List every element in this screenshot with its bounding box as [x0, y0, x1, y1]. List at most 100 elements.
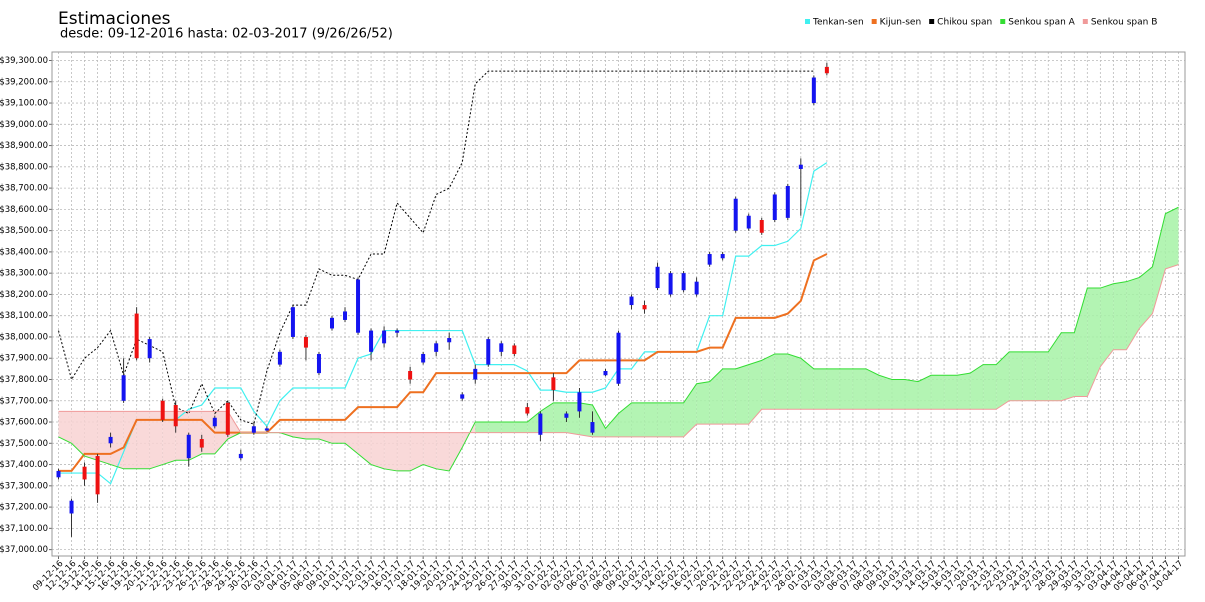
candle-body: [590, 422, 595, 433]
cloud-fill: [631, 402, 645, 437]
y-tick-label: $37,200.00: [0, 503, 48, 513]
y-tick-label: $37,400.00: [0, 460, 48, 470]
cloud-fill: [162, 411, 176, 465]
cloud-fill: [136, 411, 150, 469]
y-tick-label: $38,400.00: [0, 247, 48, 257]
candle-body: [811, 77, 816, 104]
candle-body: [772, 194, 777, 220]
candle-body: [382, 330, 387, 344]
candle-body: [238, 453, 243, 459]
candle-body: [785, 185, 790, 218]
candle-body: [82, 466, 87, 480]
cloud-fill: [800, 358, 814, 410]
cloud-fill: [358, 432, 372, 465]
candle-body: [564, 413, 569, 418]
candle-body: [681, 273, 686, 291]
candle-body: [577, 392, 582, 412]
cloud-fill: [449, 432, 463, 471]
cloud-fill: [1074, 288, 1088, 397]
cloud-fill: [709, 368, 723, 425]
cloud-fill: [1152, 213, 1166, 314]
cloud-fill: [657, 402, 671, 437]
y-tick-label: $37,000.00: [0, 545, 48, 555]
candle-body: [642, 305, 647, 310]
candle-body: [694, 281, 699, 295]
cloud-fill: [527, 411, 541, 433]
y-tick-label: $39,300.00: [0, 56, 48, 66]
y-tick-label: $37,900.00: [0, 354, 48, 364]
cloud-fill: [579, 402, 593, 437]
cloud-fill: [774, 353, 788, 410]
candle-body: [199, 439, 204, 448]
cloud-fill: [983, 364, 997, 410]
candle-body: [251, 426, 256, 433]
candle-body: [798, 164, 803, 169]
legend-swatch: [1082, 19, 1088, 24]
candle-body: [551, 377, 556, 391]
cloud-fill: [944, 375, 958, 410]
candle-body: [160, 400, 165, 420]
cloud-fill: [331, 432, 346, 444]
cloud-fill: [371, 432, 385, 469]
y-tick-label: $38,700.00: [0, 184, 48, 194]
candle-body: [395, 330, 400, 333]
chart-title: Estimaciones: [58, 9, 171, 29]
cloud-fill: [540, 402, 554, 433]
legend-swatch: [1000, 19, 1006, 24]
cloud-fill: [761, 353, 775, 410]
candle-body: [303, 336, 308, 348]
cloud-fill: [722, 368, 736, 425]
candle-body: [759, 220, 764, 233]
cloud-fill: [423, 432, 437, 469]
y-tick-label: $39,200.00: [0, 77, 48, 87]
cloud-fill: [1165, 207, 1179, 269]
cloud-fill: [305, 432, 319, 440]
cloud-fill: [683, 383, 697, 437]
candle-body: [629, 296, 634, 306]
y-tick-label: $38,200.00: [0, 290, 48, 300]
cloud-fill: [813, 368, 827, 410]
lines: [58, 70, 1179, 485]
cloud-fill: [553, 402, 567, 433]
candle-body: [134, 313, 139, 359]
candle-body: [525, 407, 530, 414]
cloud-fill: [1022, 351, 1036, 401]
cloud-fill: [826, 368, 840, 410]
cloud-fill: [566, 402, 580, 435]
cloud-fill: [787, 353, 801, 410]
y-tick-label: $39,100.00: [0, 99, 48, 109]
candle-body: [655, 266, 660, 289]
candle-body: [95, 456, 100, 495]
cloud-fill: [318, 432, 332, 444]
series-line: [58, 253, 828, 472]
cloud-fill: [878, 375, 892, 410]
cloud-fill: [345, 432, 359, 454]
grid: [52, 52, 1185, 556]
legend-label: Senkou span A: [1008, 18, 1075, 28]
cloud-fill: [501, 422, 515, 433]
candle-body: [460, 394, 465, 399]
candle-body: [56, 470, 61, 478]
candle-body: [408, 370, 413, 380]
cloud-fill: [514, 422, 528, 433]
candle-body: [329, 317, 334, 329]
y-tick-label: $37,700.00: [0, 396, 48, 406]
candle-body: [212, 417, 217, 427]
y-tick-label: $37,300.00: [0, 481, 48, 491]
candle-body: [447, 338, 452, 343]
cloud-fill: [1035, 351, 1049, 401]
cloud-fill: [149, 411, 163, 469]
legend: Tenkan-sen Kijun-sen Chikou span Senkou spa…: [805, 18, 1157, 28]
legend-swatch: [871, 19, 877, 24]
candle-body: [746, 215, 751, 229]
cloud-fill: [1139, 266, 1153, 329]
cloud-fill: [605, 413, 619, 437]
cloud-fill: [384, 432, 398, 471]
cloud-fill: [891, 379, 906, 410]
chart-subtitle: desde: 09-12-2016 hasta: 02-03-2017 (9/2…: [60, 27, 393, 42]
cloud-fill: [475, 422, 489, 433]
cloud-fill: [970, 364, 984, 410]
candle-body: [147, 339, 152, 359]
candle-body: [343, 311, 348, 320]
